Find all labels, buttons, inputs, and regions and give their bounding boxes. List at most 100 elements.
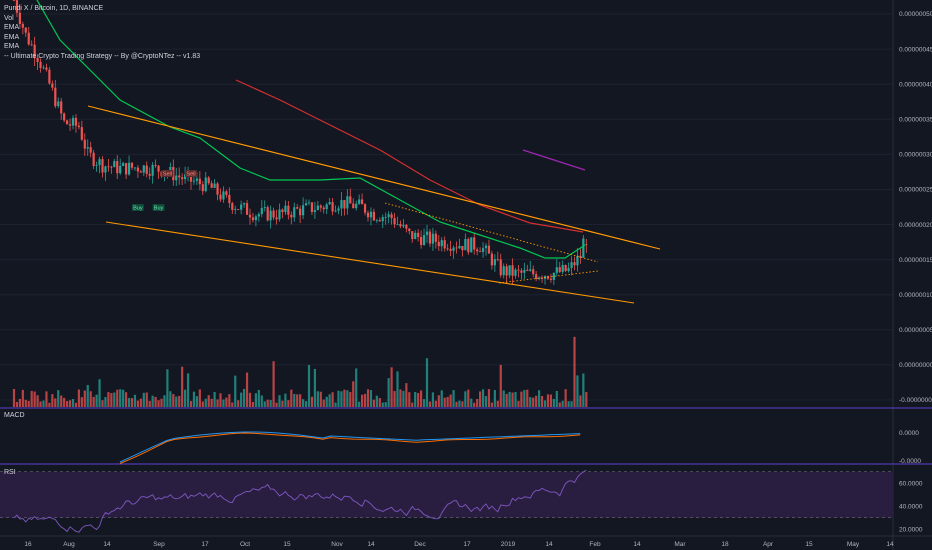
candle-body [269, 210, 272, 221]
candle-body [207, 177, 210, 184]
candle-body [45, 67, 48, 70]
candle-body [420, 236, 423, 245]
price-tick-label: 0.00000000 [899, 362, 932, 369]
candle-body [375, 220, 378, 221]
rsi-pane-label: RSI [4, 469, 16, 476]
volume-bar [417, 393, 420, 407]
volume-bar [151, 395, 154, 407]
candle-body [243, 203, 246, 205]
price-tick-label: 0.00000020 [899, 222, 932, 229]
rsi-line [13, 469, 587, 533]
volume-bar [107, 392, 110, 407]
volume-bar [213, 392, 216, 407]
volume-bar [405, 383, 408, 407]
price-tick-label: 0.00000015 [899, 257, 932, 264]
volume-bar [192, 391, 196, 407]
candle-body [225, 191, 228, 195]
candle-body [12, 0, 16, 1]
volume-bar [266, 399, 269, 407]
candle-body [499, 259, 502, 276]
price-tick-label: 0.00000050 [899, 11, 932, 18]
candle-body [346, 196, 349, 209]
time-tick-label: 14 [633, 541, 641, 548]
volume-bar [71, 398, 75, 407]
volume-series [12, 336, 588, 407]
volume-bar [479, 391, 482, 407]
volume-bar [89, 391, 92, 407]
volume-bar [284, 393, 287, 407]
candle-body [319, 205, 322, 208]
candle-body [148, 173, 151, 176]
candle-body [101, 159, 104, 173]
candle-body [201, 184, 204, 192]
volume-bar [579, 395, 582, 407]
candle-body [425, 231, 429, 236]
volume-bar [316, 391, 319, 407]
candle-body [83, 139, 86, 149]
volume-bar [148, 400, 151, 407]
candle-body [363, 204, 367, 213]
volume-bar [358, 401, 361, 407]
candle-body [210, 183, 213, 188]
volume-bar [83, 390, 86, 407]
volume-bar [523, 390, 526, 407]
candle-body [54, 87, 57, 107]
volume-bar [328, 394, 331, 407]
candle-body [449, 248, 452, 251]
volume-bar [207, 395, 210, 407]
volume-bar [92, 396, 95, 407]
candle-body [414, 232, 417, 240]
ema-green-line [36, 0, 586, 259]
volume-bar [437, 395, 440, 407]
volume-bar [269, 400, 272, 407]
volume-bar [349, 392, 352, 407]
candle-body [293, 207, 296, 218]
volume-bar [532, 397, 535, 407]
candle-body [254, 216, 257, 221]
sell-signal-label: Sell [163, 171, 172, 177]
volume-bar [337, 390, 340, 407]
volume-bar [538, 390, 541, 407]
candle-body [576, 255, 579, 266]
volume-bar [363, 393, 367, 407]
candle-body [284, 205, 287, 213]
volume-bar [343, 389, 346, 407]
channel-lower-line [105, 221, 635, 304]
candle-body [48, 69, 51, 84]
volume-bar [157, 400, 160, 407]
volume-bar [272, 361, 275, 407]
volume-bar [184, 389, 187, 407]
candle-body [484, 245, 488, 249]
candle-body [151, 164, 154, 176]
candle-body [33, 44, 36, 58]
candle-body [390, 214, 393, 219]
volume-bar [549, 394, 552, 407]
candle-body [437, 241, 440, 247]
volume-bar [346, 390, 349, 407]
volume-bar [372, 399, 375, 407]
candle-body [331, 202, 334, 212]
candle-body [272, 210, 275, 218]
volume-bar [414, 391, 417, 407]
price-tick-label: 0.00000035 [899, 116, 932, 123]
volume-bar [104, 396, 107, 407]
candle-body [349, 196, 352, 204]
sell-signal-label: Sell [186, 171, 195, 177]
candle-body [532, 269, 535, 275]
volume-bar [543, 400, 547, 407]
candle-body [219, 194, 222, 200]
volume-bar [484, 395, 488, 407]
candle-body [237, 209, 240, 210]
sell-signal-box [185, 170, 197, 177]
volume-bar [520, 391, 523, 407]
candle-body [145, 165, 148, 174]
time-tick-label: 17 [201, 541, 209, 548]
candle-series [12, 0, 588, 286]
volume-bar [408, 392, 411, 407]
volume-bar [116, 389, 119, 407]
candle-body [80, 127, 83, 140]
volume-bar [163, 395, 166, 407]
candle-body [452, 247, 455, 251]
candle-body [517, 269, 520, 271]
